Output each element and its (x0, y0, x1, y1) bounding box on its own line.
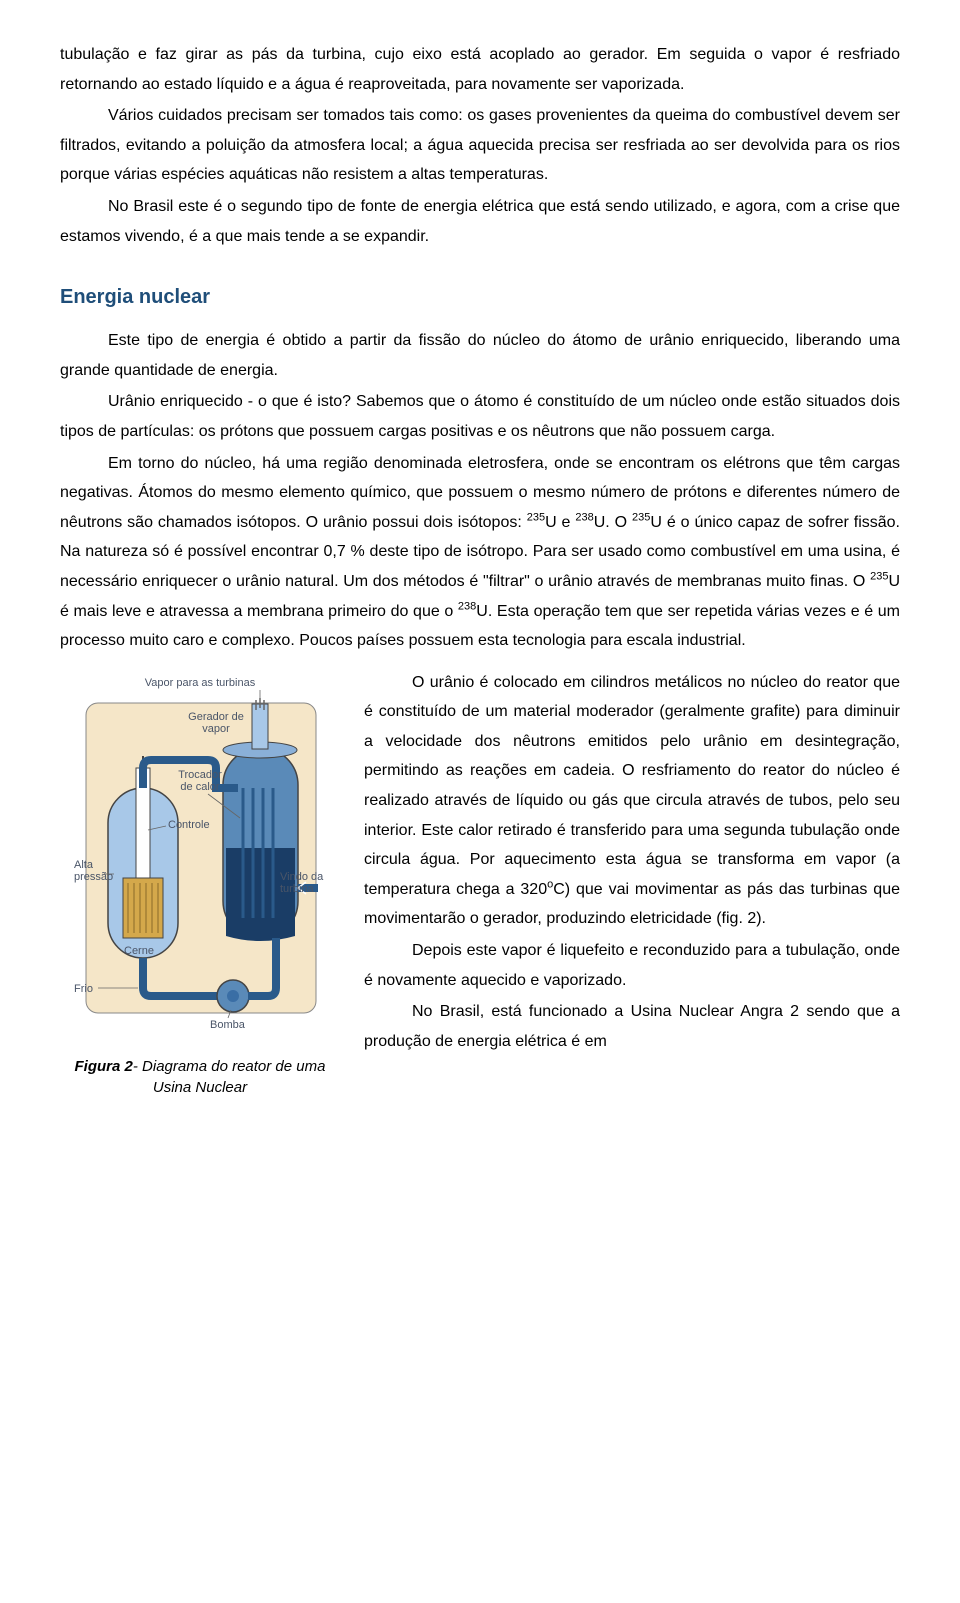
svg-text:de calor: de calor (180, 781, 219, 793)
label-alta-pressao: Alta (74, 859, 94, 871)
figure-2-caption: Figura 2- Diagrama do reator de uma Usin… (60, 1056, 340, 1098)
svg-text:turbina: turbina (280, 883, 315, 895)
label-controle: Controle (168, 819, 210, 831)
paragraph-4: Este tipo de energia é obtido a partir d… (60, 326, 900, 385)
label-frio: Frio (74, 983, 93, 995)
label-vindo: Vindo da (280, 871, 324, 883)
svg-text:vapor: vapor (202, 723, 230, 735)
label-trocador: Trocador (178, 769, 222, 781)
figure-2-reactor-diagram: Vapor para as turbinas Gerador de vapor … (60, 668, 340, 1098)
paragraph-3: No Brasil este é o segundo tipo de fonte… (60, 192, 900, 251)
label-bomba: Bomba (210, 1019, 246, 1031)
paragraph-6: Em torno do núcleo, há uma região denomi… (60, 449, 900, 656)
label-gerador: Gerador de (188, 711, 244, 723)
section-heading-nuclear: Energia nuclear (60, 279, 900, 316)
label-cerne: Cerne (124, 945, 154, 957)
paragraph-2: Vários cuidados precisam ser tomados tai… (60, 101, 900, 190)
label-vapor-turbinas: Vapor para as turbinas (144, 677, 255, 689)
svg-text:pressão: pressão (74, 871, 113, 883)
paragraph-1: tubulação e faz girar as pás da turbina,… (60, 40, 900, 99)
paragraph-5: Urânio enriquecido - o que é isto? Sabem… (60, 387, 900, 446)
